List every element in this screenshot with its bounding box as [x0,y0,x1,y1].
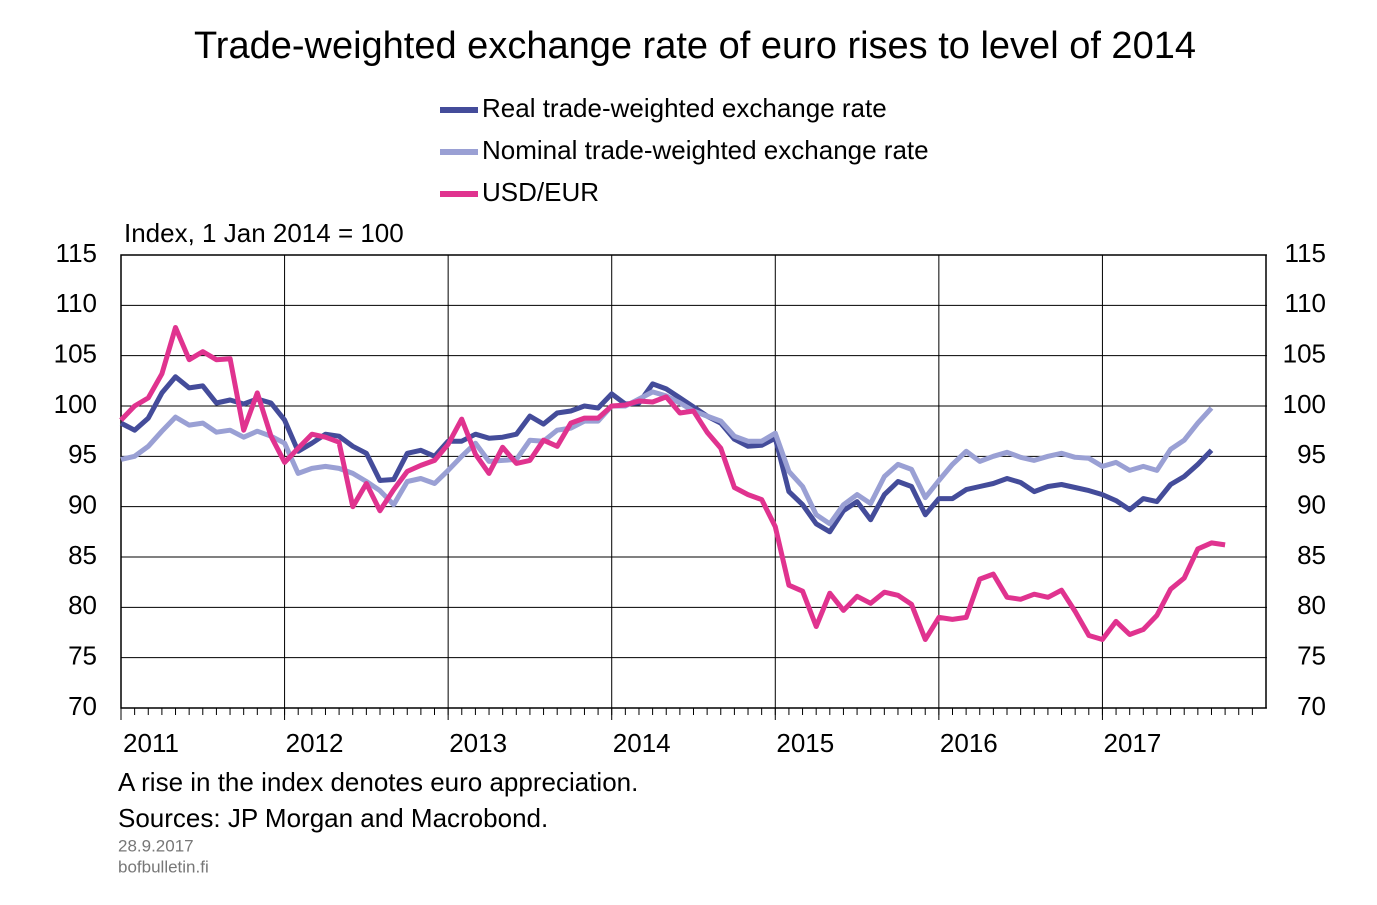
y-tick-label: 90 [68,490,97,520]
date: 28.9.2017 [118,836,194,855]
y-tick-label: 80 [68,590,97,620]
chart-title: Trade-weighted exchange rate of euro ris… [194,25,1196,67]
note: A rise in the index denotes euro appreci… [118,767,638,797]
y-axis-label: Index, 1 Jan 2014 = 100 [124,218,404,248]
y-tick-label: 85 [68,540,97,570]
legend-label: Nominal trade-weighted exchange rate [482,135,929,165]
series-line [119,325,1226,642]
y-tick-label: 105 [54,339,97,369]
y2-tick-label: 85 [1297,540,1326,570]
source-site: bofbulletin.fi [118,857,209,876]
series-line [119,374,1214,535]
y-tick-label: 115 [56,238,97,268]
x-tick-label: 2014 [613,728,671,758]
y2-tick-label: 80 [1297,590,1326,620]
y-tick-label: 70 [68,691,97,721]
x-tick-label: 2017 [1104,728,1162,758]
legend-label: USD/EUR [482,177,599,207]
y2-tick-label: 110 [1285,288,1326,318]
x-tick-label: 2016 [940,728,998,758]
y2-tick-label: 105 [1283,339,1326,369]
x-tick-label: 2015 [776,728,834,758]
y-tick-label: 75 [68,641,97,671]
x-tick-label: 2012 [286,728,344,758]
y2-tick-label: 75 [1297,641,1326,671]
y-tick-label: 95 [68,439,97,469]
y2-tick-label: 115 [1285,238,1326,268]
plot-frame [120,254,1267,709]
y-tick-label: 100 [54,389,97,419]
x-tick-label: 2011 [123,728,179,758]
legend-label: Real trade-weighted exchange rate [482,93,887,123]
y2-tick-label: 70 [1297,691,1326,721]
y2-tick-label: 90 [1297,490,1326,520]
x-tick-label: 2013 [449,728,507,758]
y-tick-label: 110 [56,288,97,318]
y2-tick-label: 100 [1283,389,1326,419]
y2-tick-label: 95 [1297,439,1326,469]
note: Sources: JP Morgan and Macrobond. [118,803,548,833]
